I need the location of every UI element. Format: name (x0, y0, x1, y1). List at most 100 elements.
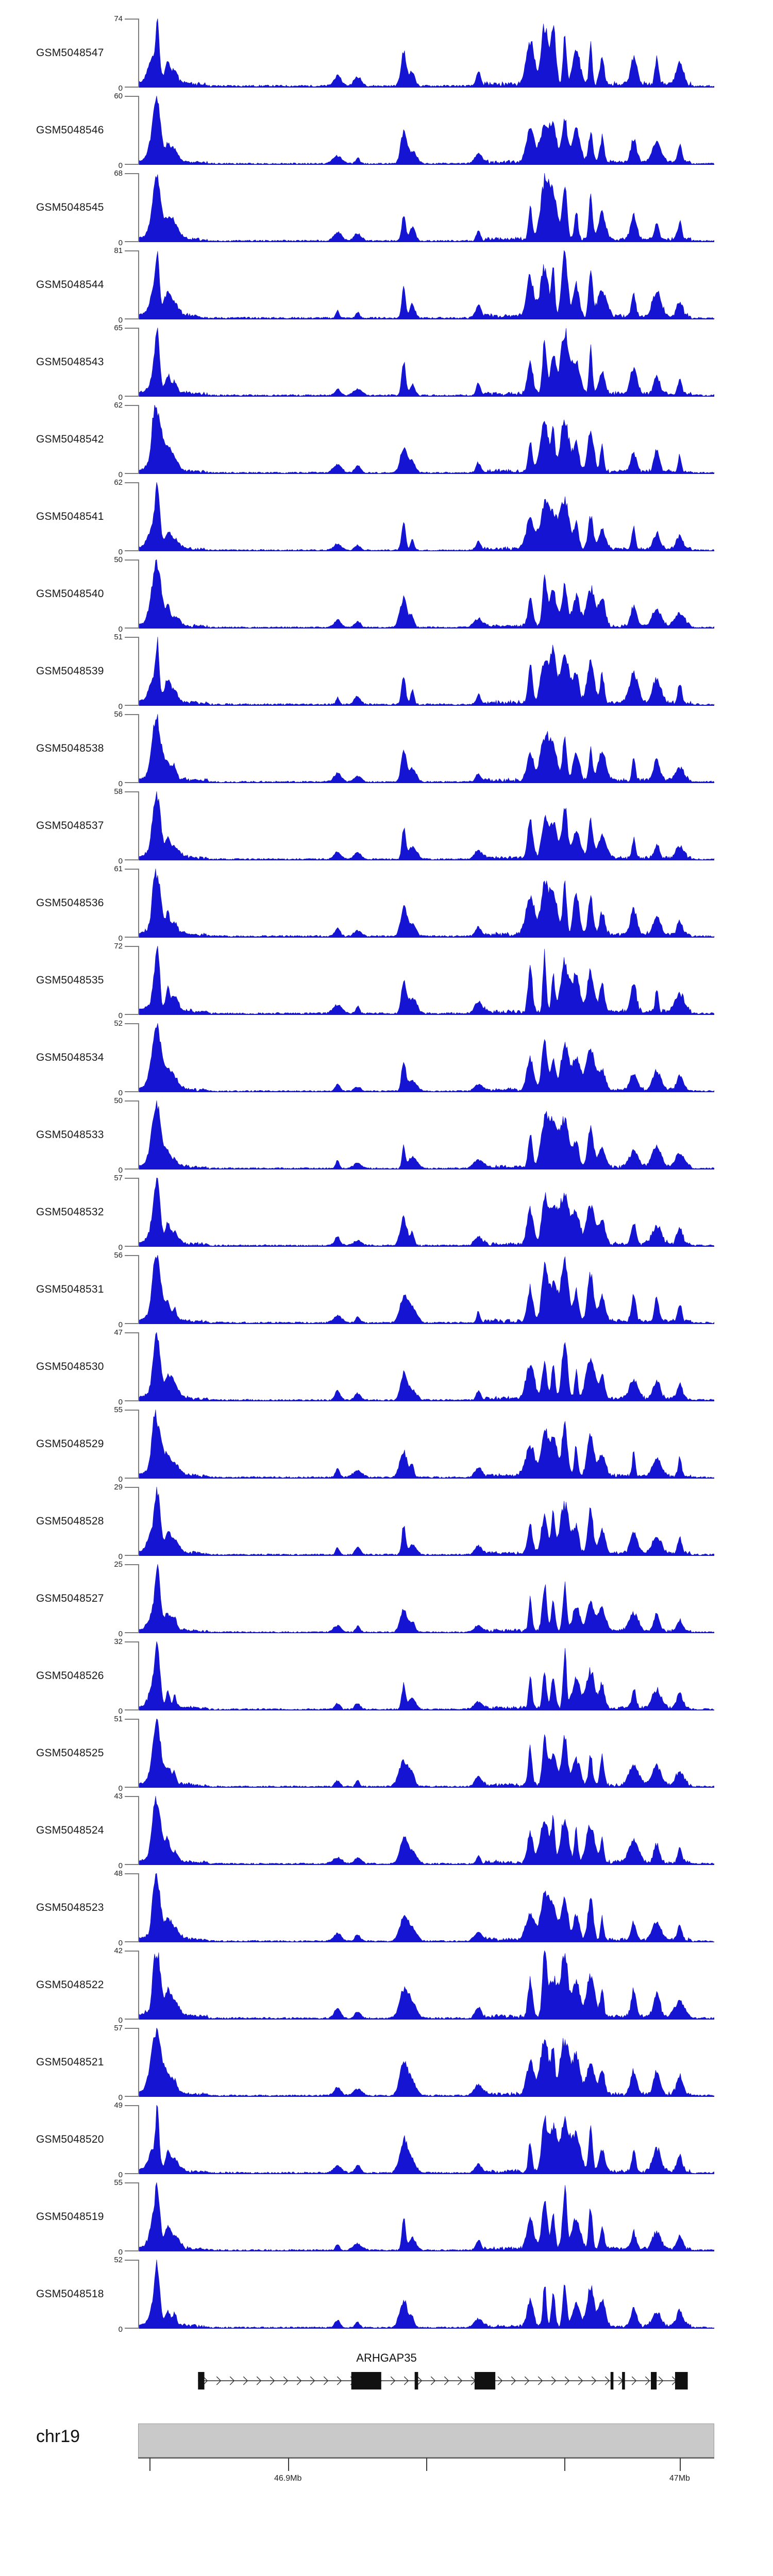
track-plot-area: 52 0 (114, 2256, 714, 2334)
coverage-track: GSM5048534 52 0 (0, 1019, 773, 1097)
track-sample-label: GSM5048536 (36, 897, 104, 909)
coverage-track: GSM5048521 57 0 (0, 2024, 773, 2102)
y-axis-tick-top (125, 869, 138, 870)
coverage-histogram (139, 869, 714, 938)
y-axis-tick-top (125, 1100, 138, 1101)
y-axis-tick-top (125, 2182, 138, 2183)
chromosome-axis-track: chr19 46.9Mb 47Mb (0, 2424, 773, 2516)
track-y-axis (138, 1332, 139, 1401)
y-axis-min-label: 0 (118, 470, 123, 479)
axis-tick-label: 46.9Mb (274, 2474, 302, 2483)
y-axis-tick-bottom (125, 705, 138, 706)
axis-tick-mark (288, 2458, 289, 2471)
y-axis-min-label: 0 (118, 2248, 123, 2257)
track-y-axis (138, 1255, 139, 1324)
y-axis-tick-bottom (125, 1555, 138, 1556)
y-axis-tick-bottom (125, 2096, 138, 2097)
track-plot-area: 57 0 (114, 1174, 714, 1252)
track-plot-area: 25 0 (114, 1560, 714, 1638)
y-axis-tick-top (125, 1564, 138, 1565)
y-axis-min-label: 0 (118, 1552, 123, 1561)
y-axis-max-label: 57 (114, 2024, 123, 2032)
y-axis-tick-top (125, 714, 138, 715)
coverage-track: GSM5048536 61 0 (0, 865, 773, 943)
coverage-track: GSM5048540 50 0 (0, 555, 773, 634)
genomic-axis-ticks: 46.9Mb 47Mb (0, 2458, 773, 2514)
track-y-axis (138, 19, 139, 88)
track-sample-label: GSM5048539 (36, 665, 104, 677)
y-axis-min-label: 0 (118, 393, 123, 402)
y-axis-min-label: 0 (118, 1630, 123, 1638)
y-axis-max-label: 29 (114, 1483, 123, 1492)
track-sample-label: GSM5048545 (36, 201, 104, 213)
y-axis-tick-bottom (125, 1941, 138, 1942)
track-y-axis (138, 405, 139, 474)
track-sample-label: GSM5048541 (36, 511, 104, 522)
track-sample-label: GSM5048525 (36, 1747, 104, 1759)
y-axis-min-label: 0 (118, 1861, 123, 1870)
coverage-track: GSM5048535 72 0 (0, 942, 773, 1020)
track-plot-area: 47 0 (114, 1328, 714, 1406)
track-plot-area: 65 0 (114, 324, 714, 402)
gene-model-graphic (138, 2369, 714, 2395)
track-sample-label: GSM5048537 (36, 820, 104, 832)
y-axis-min-label: 0 (118, 316, 123, 325)
y-axis-tick-bottom (125, 2019, 138, 2020)
y-axis-tick-bottom (125, 859, 138, 860)
coverage-histogram (139, 1100, 714, 1170)
y-axis-max-label: 25 (114, 1560, 123, 1569)
coverage-histogram (139, 1641, 714, 1710)
axis-tick-mark (149, 2458, 151, 2471)
track-y-axis (138, 328, 139, 397)
track-sample-label: GSM5048528 (36, 1515, 104, 1527)
y-axis-max-label: 65 (114, 324, 123, 332)
track-sample-label: GSM5048531 (36, 1283, 104, 1295)
y-axis-tick-bottom (125, 628, 138, 629)
track-sample-label: GSM5048542 (36, 433, 104, 445)
coverage-track: GSM5048543 65 0 (0, 324, 773, 402)
coverage-histogram (139, 1410, 714, 1479)
track-plot-area: 49 0 (114, 2101, 714, 2179)
coverage-histogram (139, 173, 714, 242)
track-sample-label: GSM5048520 (36, 2133, 104, 2145)
y-axis-max-label: 62 (114, 478, 123, 487)
coverage-track: GSM5048518 52 0 (0, 2256, 773, 2334)
coverage-histogram (139, 250, 714, 319)
track-plot-area: 81 0 (114, 246, 714, 325)
y-axis-min-label: 0 (118, 1089, 123, 1097)
coverage-histogram (139, 791, 714, 860)
y-axis-tick-top (125, 791, 138, 792)
y-axis-max-label: 47 (114, 1328, 123, 1337)
y-axis-min-label: 0 (118, 2325, 123, 2334)
y-axis-tick-bottom (125, 1632, 138, 1633)
gene-annotation-track: ARHGAP35 (0, 2351, 773, 2408)
y-axis-max-label: 74 (114, 14, 123, 23)
track-y-axis (138, 714, 139, 783)
y-axis-max-label: 61 (114, 865, 123, 873)
coverage-track: GSM5048530 47 0 (0, 1328, 773, 1406)
y-axis-min-label: 0 (118, 1784, 123, 1793)
y-axis-max-label: 51 (114, 1715, 123, 1723)
coverage-histogram (139, 96, 714, 165)
track-y-axis (138, 96, 139, 165)
track-sample-label: GSM5048522 (36, 1979, 104, 1991)
track-plot-area: 56 0 (114, 710, 714, 788)
y-axis-max-label: 42 (114, 1946, 123, 1955)
y-axis-min-label: 0 (118, 934, 123, 943)
track-plot-area: 51 0 (114, 1715, 714, 1793)
coverage-track: GSM5048527 25 0 (0, 1560, 773, 1638)
track-y-axis (138, 2260, 139, 2329)
chromosome-label: chr19 (36, 2427, 80, 2446)
y-axis-tick-bottom (125, 1400, 138, 1401)
y-axis-max-label: 60 (114, 92, 123, 100)
y-axis-min-label: 0 (118, 1320, 123, 1329)
track-plot-area: 48 0 (114, 1869, 714, 1947)
track-sample-label: GSM5048527 (36, 1592, 104, 1604)
y-axis-max-label: 32 (114, 1637, 123, 1646)
track-plot-area: 52 0 (114, 1019, 714, 1097)
track-sample-label: GSM5048533 (36, 1129, 104, 1141)
coverage-track: GSM5048539 51 0 (0, 633, 773, 711)
coverage-track: GSM5048532 57 0 (0, 1174, 773, 1252)
track-plot-area: 42 0 (114, 1946, 714, 2025)
track-plot-area: 72 0 (114, 942, 714, 1020)
